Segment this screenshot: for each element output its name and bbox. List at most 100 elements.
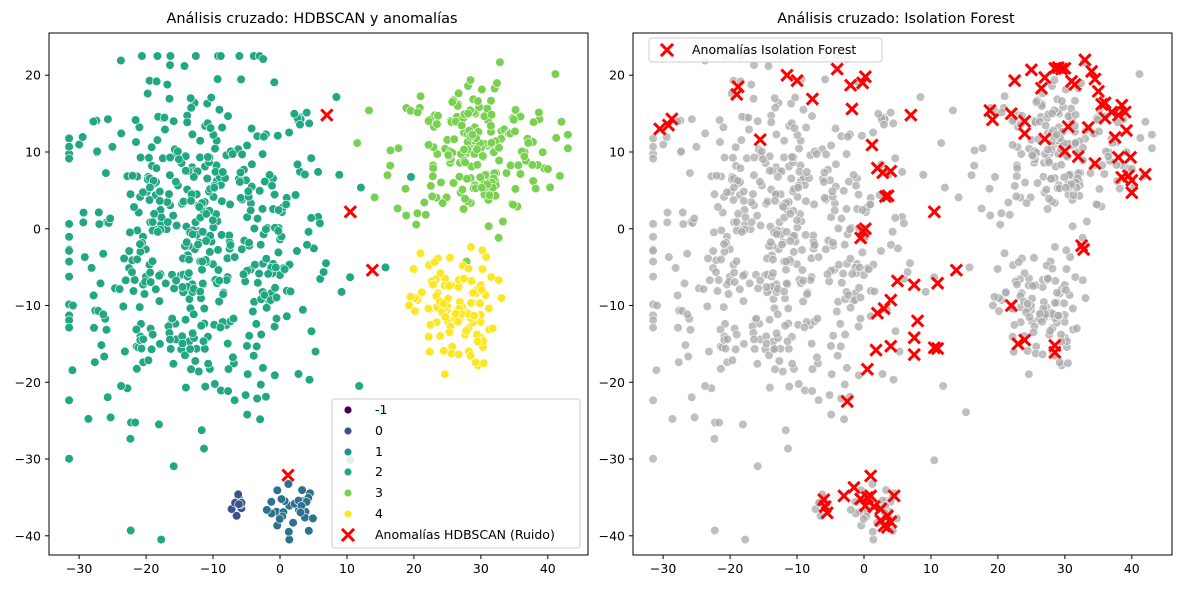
scatter-point bbox=[406, 172, 416, 182]
scatter-point bbox=[999, 91, 1010, 101]
scatter-point bbox=[477, 183, 487, 193]
scatter-point bbox=[169, 116, 179, 126]
scatter-point bbox=[1038, 172, 1048, 182]
scatter-point bbox=[223, 339, 233, 349]
scatter-point bbox=[1134, 69, 1144, 79]
scatter-point bbox=[284, 127, 294, 138]
anomaly-marker bbox=[780, 68, 794, 82]
scatter-point bbox=[385, 161, 395, 171]
scatter-point bbox=[1070, 138, 1081, 148]
scatter-point bbox=[306, 153, 316, 163]
scatter-point bbox=[679, 278, 690, 289]
scatter-point bbox=[486, 121, 496, 131]
scatter-point bbox=[121, 275, 131, 285]
scatter-point bbox=[182, 237, 192, 247]
scatter-point bbox=[556, 117, 567, 127]
scatter-point bbox=[1010, 181, 1020, 191]
scatter-point bbox=[186, 93, 196, 103]
scatter-point bbox=[770, 364, 780, 374]
scatter-point bbox=[1068, 190, 1078, 200]
scatter-point bbox=[691, 142, 702, 152]
scatter-point bbox=[899, 218, 909, 228]
scatter-point bbox=[1043, 274, 1053, 284]
scatter-point bbox=[354, 381, 364, 391]
scatter-point bbox=[779, 152, 789, 162]
scatter-point bbox=[213, 265, 223, 275]
scatter-point bbox=[218, 167, 228, 177]
scatter-point bbox=[155, 339, 165, 349]
legend-marker-1 bbox=[344, 448, 352, 456]
scatter-point bbox=[95, 278, 106, 289]
scatter-point bbox=[1027, 150, 1037, 160]
scatter-point bbox=[833, 351, 843, 361]
scatter-point bbox=[729, 182, 739, 193]
scatter-point bbox=[664, 252, 674, 262]
scatter-point bbox=[678, 207, 688, 217]
scatter-point bbox=[648, 232, 658, 242]
scatter-point bbox=[253, 278, 263, 288]
x-tick-label: 10 bbox=[339, 561, 355, 576]
scatter-point bbox=[194, 366, 204, 377]
scatter-point bbox=[770, 103, 780, 113]
scatter-point bbox=[472, 337, 483, 347]
scatter-point bbox=[306, 326, 317, 336]
scatter-point bbox=[487, 110, 497, 120]
scatter-point bbox=[1031, 97, 1041, 107]
scatter-point bbox=[1080, 293, 1091, 303]
scatter-point bbox=[840, 240, 850, 250]
scatter-point bbox=[705, 275, 715, 285]
scatter-point bbox=[515, 169, 526, 179]
anomaly-marker bbox=[927, 205, 942, 219]
scatter-point bbox=[257, 204, 268, 214]
scatter-point bbox=[255, 414, 265, 424]
scatter-point bbox=[648, 395, 658, 405]
scatter-point bbox=[752, 211, 762, 221]
scatter-point bbox=[463, 108, 473, 119]
scatter-point bbox=[125, 434, 135, 444]
scatter-point bbox=[428, 279, 438, 290]
scatter-point bbox=[888, 118, 898, 128]
scatter-point bbox=[843, 132, 853, 142]
scatter-point bbox=[995, 220, 1005, 230]
y-tick-label: −10 bbox=[599, 298, 625, 313]
scatter-point bbox=[988, 300, 998, 311]
anomaly-marker bbox=[1004, 106, 1019, 121]
anomaly-marker bbox=[884, 164, 898, 178]
y-tick-label: −40 bbox=[15, 528, 41, 543]
scatter-point bbox=[689, 412, 700, 423]
scatter-point bbox=[103, 114, 113, 124]
scatter-point bbox=[293, 369, 304, 379]
scatter-point bbox=[772, 229, 782, 239]
x-tick-label: −10 bbox=[784, 561, 810, 576]
scatter-point bbox=[143, 88, 153, 99]
anomaly-marker bbox=[1017, 333, 1032, 347]
scatter-point bbox=[197, 257, 207, 267]
scatter-point bbox=[678, 219, 688, 229]
scatter-point bbox=[809, 199, 819, 209]
scatter-point bbox=[948, 105, 958, 115]
scatter-point bbox=[321, 258, 331, 268]
scatter-point bbox=[410, 306, 420, 316]
scatter-point bbox=[297, 485, 307, 495]
scatter-point bbox=[1061, 183, 1071, 193]
scatter-point bbox=[789, 247, 799, 257]
scatter-point bbox=[782, 278, 792, 289]
scatter-point bbox=[259, 290, 270, 300]
scatter-point bbox=[1140, 117, 1151, 127]
scatter-point bbox=[105, 213, 115, 224]
scatter-point bbox=[740, 534, 750, 545]
scatter-point bbox=[78, 132, 88, 142]
scatter-point bbox=[151, 163, 161, 173]
scatter-point bbox=[460, 194, 470, 204]
scatter-point bbox=[165, 51, 175, 61]
scatter-point bbox=[799, 322, 810, 333]
scatter-point bbox=[411, 220, 421, 230]
scatter-point bbox=[774, 356, 784, 366]
scatter-point bbox=[162, 79, 172, 90]
scatter-point bbox=[196, 321, 206, 331]
scatter-point bbox=[1028, 281, 1038, 291]
scatter-point bbox=[761, 282, 772, 292]
scatter-point bbox=[64, 323, 74, 333]
scatter-point bbox=[1092, 200, 1102, 210]
scatter-point bbox=[478, 151, 488, 161]
